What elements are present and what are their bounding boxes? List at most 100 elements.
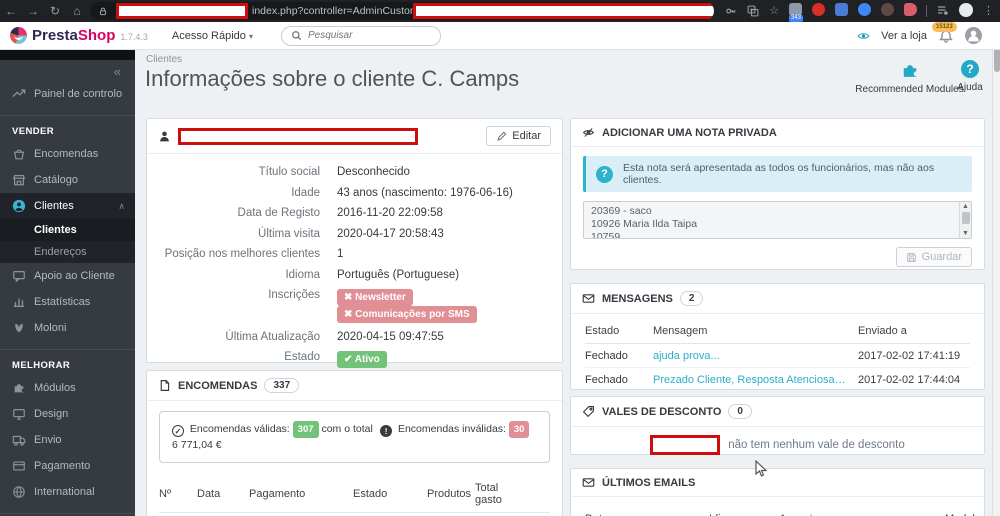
- valid-orders-summary: ✓ Encomendas válidas: 307 com o total 6 …: [172, 421, 373, 451]
- extension-5-icon[interactable]: [881, 3, 894, 19]
- field-row: Data de Registo 2016-11-20 22:09:58: [237, 207, 443, 219]
- sidebar-item-payment[interactable]: Pagamento: [0, 453, 135, 479]
- leaf-icon: [12, 321, 26, 335]
- sidebar-item-customers[interactable]: Clientes ∧: [0, 193, 135, 219]
- info-question-icon: ?: [596, 165, 613, 183]
- sidebar-collapse-button[interactable]: «: [113, 64, 121, 79]
- vouchers-empty-text: não tem nenhum vale de desconto: [728, 439, 905, 451]
- prestashop-logo[interactable]: Presta Shop 1.7.4.3: [10, 27, 148, 44]
- sidebar-item-dashboard[interactable]: Painel de controlo: [0, 81, 135, 107]
- sidebar-item-shipping[interactable]: Envio: [0, 427, 135, 453]
- store-icon: [12, 173, 26, 187]
- field-row: Título social Desconhecido: [258, 166, 410, 178]
- sidebar-item-orders[interactable]: Encomendas: [0, 141, 135, 167]
- sidebar-item-design[interactable]: Design: [0, 401, 135, 427]
- recommended-modules-button[interactable]: Recommended Modules: [847, 60, 972, 95]
- private-note-textarea[interactable]: 20369 - saco 10926 Maria Ilda Taipa 1075…: [584, 202, 971, 238]
- breadcrumb[interactable]: Clientes: [146, 54, 183, 65]
- chevron-down-icon: ▾: [248, 31, 253, 41]
- help-button[interactable]: ? Ajuda: [957, 60, 983, 93]
- save-note-button[interactable]: Guardar: [895, 247, 972, 267]
- last-emails-panel: ÚLTIMOS EMAILS DataIdioma AssuntoModelo …: [570, 468, 985, 516]
- sidebar-item-catalog[interactable]: Catálogo: [0, 167, 135, 193]
- emails-table: DataIdioma AssuntoModelo de email: [585, 503, 981, 516]
- scrollbar-thumb[interactable]: [962, 212, 970, 224]
- browser-address-bar[interactable]: index.php?controller=AdminCustomers&: [90, 2, 715, 20]
- orders-panel: ENCOMENDAS 337 ✓ Encomendas válidas: 307…: [146, 370, 563, 516]
- orders-table: Nº Data Pagamento Estado Produtos Total gas…: [159, 473, 550, 516]
- browser-toolbar: ← → ↻ ⌂ index.php?controller=AdminCustom…: [0, 0, 1000, 22]
- vouchers-count-badge: 0: [728, 404, 752, 419]
- sidebar-item-customer-service[interactable]: Apoio ao Cliente: [0, 263, 135, 289]
- trend-icon: [12, 87, 26, 101]
- basket-icon: [12, 147, 26, 161]
- browser-back-icon[interactable]: ←: [5, 4, 17, 18]
- sidebar-group-customers: Clientes ∧ Clientes Endereços: [0, 193, 135, 263]
- messages-panel: MENSAGENS 2 Estado Mensagem Enviado a Fech…: [570, 283, 985, 392]
- tag-icon: [582, 405, 595, 418]
- orders-summary-box: ✓ Encomendas válidas: 307 com o total 6 …: [159, 411, 550, 463]
- search-input[interactable]: [307, 30, 418, 41]
- message-link[interactable]: ajuda prova...: [653, 349, 720, 362]
- quick-access-dropdown[interactable]: Acesso Rápido ▾: [171, 29, 253, 42]
- field-row: Última Atualização 2020-04-15 09:47:55: [225, 330, 444, 343]
- envelope-icon: [582, 476, 595, 489]
- page-scrollbar[interactable]: [992, 22, 1000, 516]
- mouse-cursor: [755, 460, 768, 478]
- field-row: Posição nos melhores clientes 1: [164, 248, 344, 260]
- check-circle-icon: ✓: [172, 425, 184, 437]
- sidebar-divider: [0, 115, 135, 116]
- url-text: index.php?controller=AdminCustomers&: [252, 5, 441, 17]
- scroll-up-icon[interactable]: ▲: [962, 203, 969, 210]
- extension-6-icon[interactable]: [904, 3, 917, 19]
- lock-icon: [98, 6, 108, 17]
- sidebar-subitem-addresses[interactable]: Endereços: [34, 246, 87, 258]
- person-icon: [158, 130, 171, 143]
- browser-home-icon[interactable]: ⌂: [73, 4, 81, 18]
- extension-4-icon[interactable]: [858, 3, 871, 19]
- key-icon[interactable]: [725, 5, 737, 17]
- notifications-bell-icon[interactable]: 15123: [932, 21, 957, 44]
- customer-info-panel: Editar Título social Desconhecido Idade 43…: [146, 118, 563, 368]
- active-status-badge: ✔ Ativo: [337, 351, 387, 368]
- sidebar-item-stats[interactable]: Estatísticas: [0, 289, 135, 315]
- sidebar-item-international[interactable]: International: [0, 479, 135, 505]
- sidebar-top-strip: [0, 50, 135, 60]
- sidebar-divider: [0, 513, 135, 514]
- scroll-down-icon[interactable]: ▼: [962, 230, 969, 237]
- extension-1-icon[interactable]: 343: [789, 3, 804, 22]
- bookmark-star-icon[interactable]: ☆: [769, 4, 779, 17]
- translate-icon[interactable]: [747, 5, 759, 17]
- extension-2-icon[interactable]: [812, 3, 825, 19]
- browser-forward-icon[interactable]: →: [27, 4, 39, 18]
- valid-orders-badge: 307: [292, 421, 319, 438]
- invalid-orders-summary: ! Encomendas inválidas: 30: [380, 421, 537, 453]
- browser-reload-icon[interactable]: ↻: [49, 4, 61, 18]
- message-link[interactable]: Prezado Cliente, Resposta Atenciosamente…: [653, 373, 850, 386]
- employee-avatar[interactable]: [965, 27, 982, 44]
- notification-count-badge: 15123: [932, 21, 957, 32]
- sms-badge: ✖ Comunicações por SMS: [337, 306, 477, 323]
- view-store-link[interactable]: Ver a loja: [881, 29, 927, 42]
- prestashop-logo-icon: [10, 27, 27, 44]
- messages-table-header: Estado Mensagem Enviado a: [585, 316, 970, 344]
- textarea-scrollbar[interactable]: ▲ ▼: [959, 202, 971, 238]
- vouchers-panel: VALES DE DESCONTO 0 não tem nenhum vale …: [570, 396, 985, 455]
- extension-3-icon[interactable]: [835, 3, 848, 19]
- sidebar-subitem-customers[interactable]: Clientes: [0, 219, 135, 241]
- sidebar-item-moloni[interactable]: Moloni: [0, 315, 135, 341]
- sidebar-item-modules[interactable]: Módulos: [0, 375, 135, 401]
- url-redaction-box-2: [413, 3, 715, 19]
- main-content: Clientes Informações sobre o cliente C. …: [135, 50, 992, 516]
- eye-icon: [855, 30, 872, 42]
- edit-button[interactable]: Editar: [486, 126, 551, 146]
- browser-profile-avatar[interactable]: [959, 2, 973, 20]
- puzzle-piece-icon: [900, 60, 920, 80]
- admin-sidebar: « Painel de controlo VENDER Encomendas C…: [0, 50, 135, 516]
- browser-menu-icon[interactable]: ⋮: [983, 4, 994, 17]
- admin-search[interactable]: [280, 25, 441, 46]
- emails-table-header: DataIdioma AssuntoModelo de email: [585, 503, 981, 516]
- playlist-icon[interactable]: [936, 4, 949, 19]
- globe-icon: [12, 485, 26, 499]
- note-textarea-wrap: 20369 - saco 10926 Maria Ilda Taipa 1075…: [583, 201, 972, 239]
